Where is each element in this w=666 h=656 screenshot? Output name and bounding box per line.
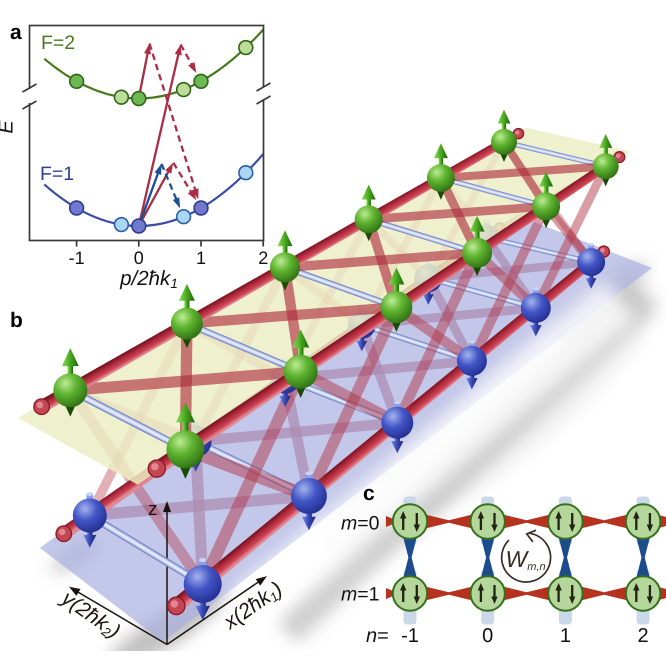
svg-text:0: 0: [134, 248, 144, 268]
svg-text:p/2ħk1: p/2ħk1: [119, 267, 178, 291]
svg-text:F=2: F=2: [41, 32, 75, 54]
svg-text:n=: n=: [366, 625, 389, 647]
svg-text:2: 2: [638, 625, 649, 647]
svg-text:F=1: F=1: [40, 163, 74, 185]
svg-text:c: c: [363, 482, 375, 505]
svg-text:1: 1: [560, 625, 571, 647]
svg-text:m=1: m=1: [341, 584, 379, 606]
svg-text:a: a: [10, 21, 22, 44]
svg-text:z: z: [148, 499, 158, 520]
svg-text:b: b: [10, 309, 23, 332]
svg-text:2: 2: [258, 248, 268, 268]
svg-text:E: E: [0, 120, 18, 134]
svg-text:1: 1: [196, 248, 206, 268]
svg-text:m=0: m=0: [341, 513, 380, 535]
svg-text:-1: -1: [401, 625, 419, 647]
svg-text:0: 0: [482, 625, 493, 647]
svg-text:-1: -1: [69, 248, 85, 268]
